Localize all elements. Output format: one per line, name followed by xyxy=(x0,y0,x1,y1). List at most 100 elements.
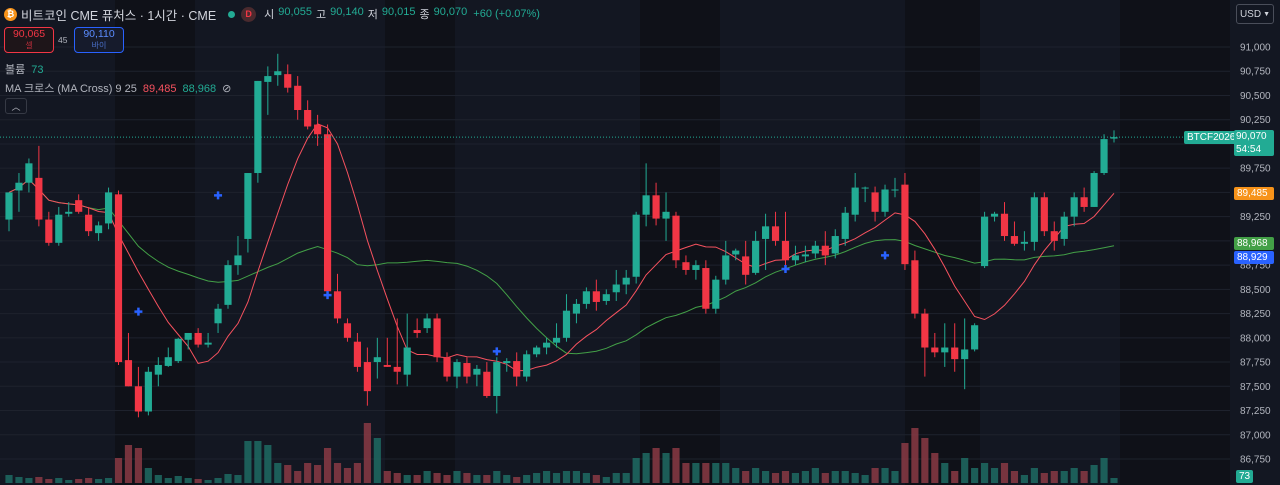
volume-bar xyxy=(562,471,571,483)
volume-bar xyxy=(65,480,73,483)
candle-body xyxy=(25,163,33,183)
chevron-up-icon[interactable]: ︿ xyxy=(5,98,27,114)
volume-bar xyxy=(981,463,989,483)
volume-bar xyxy=(284,465,292,483)
volume-bar xyxy=(821,473,829,483)
volume-bar xyxy=(114,458,123,483)
volume-bar xyxy=(274,463,282,483)
volume-bar xyxy=(254,441,262,483)
candle-body xyxy=(5,192,13,220)
candle-body xyxy=(742,256,750,275)
candle-body xyxy=(662,211,670,219)
candle-body xyxy=(1000,213,1009,237)
volume-bar xyxy=(353,463,362,483)
candle-body xyxy=(323,134,332,292)
volume-bar xyxy=(742,471,750,483)
candle-body xyxy=(144,371,152,412)
volume-bar xyxy=(473,475,481,483)
volume-bar xyxy=(831,471,839,483)
volume-legend[interactable]: 볼륨 73 xyxy=(5,61,44,77)
volume-bar xyxy=(871,468,879,483)
volume-bar xyxy=(1080,471,1088,483)
volume-bar xyxy=(523,475,531,483)
volume-bar xyxy=(801,471,809,483)
ma-fast-line xyxy=(8,123,1115,372)
volume-bar xyxy=(951,471,959,483)
volume-bar xyxy=(154,475,162,483)
candle-body xyxy=(881,189,889,212)
last-price-tag: 90,070 54:54 xyxy=(1234,130,1274,156)
sell-price: 90,065 xyxy=(12,28,46,40)
volume-bar xyxy=(572,471,581,483)
volume-bar xyxy=(194,479,202,483)
ma-slow-line xyxy=(8,178,1115,355)
volume-bar xyxy=(294,471,302,483)
ma-cross-legend[interactable]: MA 크로스 (MA Cross) 9 25 89,485 88,968 ⊘ xyxy=(5,80,231,96)
candle-body xyxy=(284,74,292,88)
close-value: 90,070 xyxy=(433,6,468,18)
candle-body xyxy=(831,236,839,254)
candle-body xyxy=(552,337,561,343)
volume-bar xyxy=(672,448,680,483)
volume-bar xyxy=(622,473,630,483)
volume-bar xyxy=(652,448,660,483)
buy-button[interactable]: 90,110 바이 xyxy=(74,27,124,53)
candle-body xyxy=(752,240,760,273)
candle-body xyxy=(592,291,600,302)
volume-bar xyxy=(174,476,182,483)
candle-body xyxy=(194,332,202,345)
volume-bar xyxy=(552,473,561,483)
candle-body xyxy=(353,341,362,367)
volume-bar xyxy=(612,473,620,483)
candle-body xyxy=(413,330,421,333)
sell-label: 셀 xyxy=(25,41,33,50)
candle-body xyxy=(781,240,790,261)
volume-bar xyxy=(632,458,640,483)
volume-bar xyxy=(25,478,33,483)
candle-body xyxy=(533,347,541,355)
volume-bar xyxy=(463,473,471,483)
cross-marker xyxy=(492,347,501,356)
y-tick-label: 87,750 xyxy=(1240,358,1271,369)
cross-price-tag: 88,929 xyxy=(1234,251,1274,264)
volume-value: 73 xyxy=(31,64,44,76)
volume-bar xyxy=(363,423,371,483)
volume-bar xyxy=(841,471,849,483)
eye-off-icon[interactable]: ⊘ xyxy=(222,83,232,95)
volume-bar xyxy=(712,463,720,483)
candle-body xyxy=(632,214,640,277)
volume-bar xyxy=(961,458,969,483)
volume-bar xyxy=(244,441,252,483)
candle-body xyxy=(513,361,521,377)
candlesticks[interactable] xyxy=(5,53,1118,418)
currency-selector[interactable]: USD ▼ xyxy=(1236,4,1274,24)
volume-bar xyxy=(95,479,103,483)
currency-value: USD xyxy=(1239,8,1262,20)
candle-body xyxy=(672,215,680,261)
volume-bar xyxy=(921,438,929,483)
open-label: 시 xyxy=(264,9,275,21)
candle-body xyxy=(811,245,819,254)
candle-body xyxy=(951,347,959,360)
data-badge[interactable]: D xyxy=(241,6,257,22)
candle-body xyxy=(941,347,949,353)
candle-body xyxy=(652,195,660,219)
sell-button[interactable]: 90,065 셀 xyxy=(4,27,54,53)
volume-bar xyxy=(682,463,690,483)
candle-body xyxy=(911,260,919,314)
volume-bar xyxy=(304,463,312,483)
volume-bar xyxy=(443,475,451,483)
session-band-3 xyxy=(905,0,980,485)
market-status-icon xyxy=(228,10,236,18)
ma-label: MA 크로스 (MA Cross) 9 25 xyxy=(5,83,137,95)
candle-body xyxy=(483,371,491,396)
candle-body xyxy=(523,354,531,377)
candle-body xyxy=(602,294,610,301)
volume-bar xyxy=(343,468,352,483)
candle-body xyxy=(582,291,590,304)
chart-title[interactable]: 비트코인 CME 퓨처스 · 1시간 · CME xyxy=(21,8,217,23)
volume-bar xyxy=(453,471,461,483)
candle-body xyxy=(373,357,381,363)
volume-bar xyxy=(1100,458,1108,483)
